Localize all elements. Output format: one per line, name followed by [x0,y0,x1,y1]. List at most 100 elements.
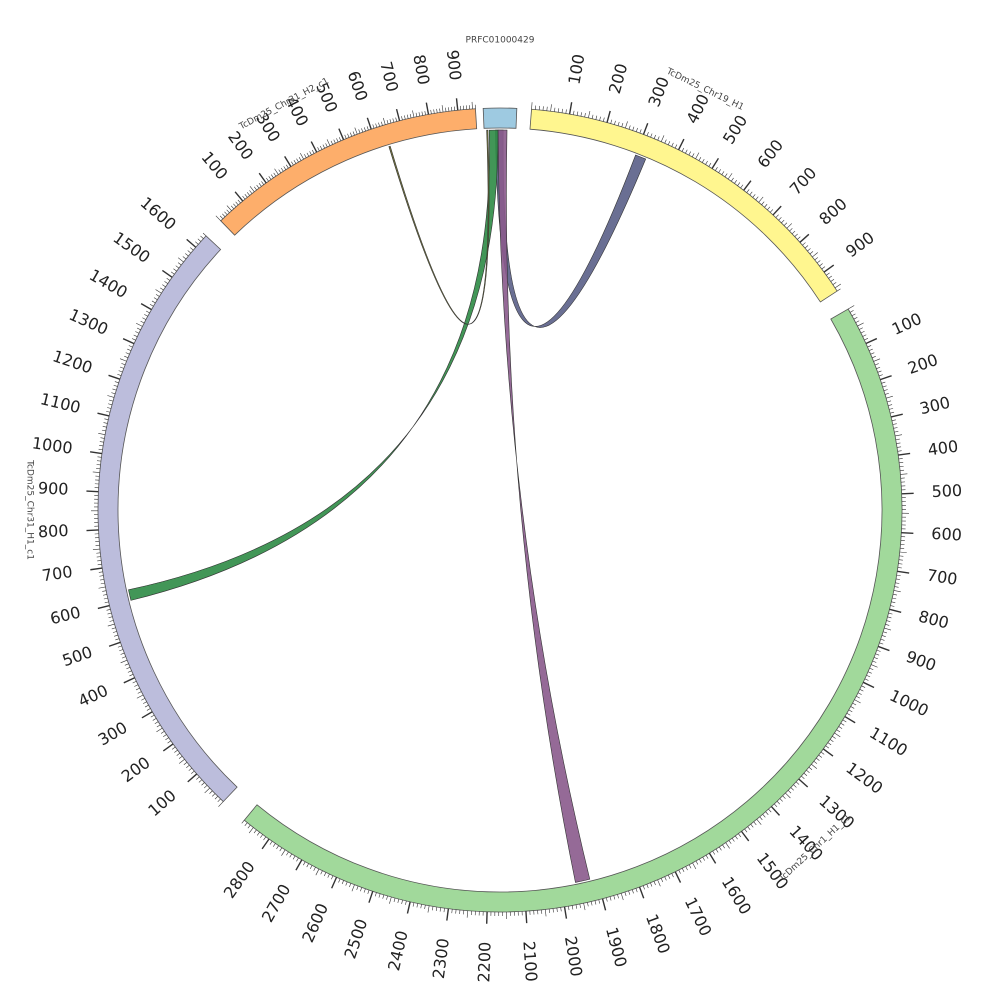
tick-label-chr31h1: 1000 [31,433,74,458]
tick-chr31h2 [256,184,260,189]
tick-chr31h2 [222,213,226,217]
tick-chr1 [822,748,834,757]
tick-chr31h1 [145,310,150,314]
tick-chr19 [667,141,671,146]
tick-chr31h2 [233,203,237,208]
tick-chr31h1 [124,663,129,666]
tick-chr1 [386,895,388,900]
tick-chr1 [852,702,857,706]
tick-chr31h2 [338,137,342,141]
tick-chr19 [691,153,695,158]
tick-chr1 [292,855,296,860]
tick-chr31h1 [120,652,125,655]
tick-chr31h1 [155,294,160,297]
tick-chr31h2 [424,110,426,116]
link-prfc-chr31h1 [128,129,499,601]
tick-chr31h1 [161,269,173,278]
tick-chr31h1 [100,582,105,585]
tick-chr31h1 [197,238,202,242]
tick-chr1 [782,795,786,799]
tick-chr1 [750,824,754,828]
tick-chr1 [560,907,562,912]
tick-chr31h1 [195,241,199,245]
tick-chr1 [692,862,697,870]
link-prfc-chr19 [495,129,647,328]
tick-chr31h1 [120,659,128,664]
tick-chr19 [610,119,613,124]
tick-chr31h1 [114,381,119,384]
tick-chr31h1 [108,616,113,619]
tick-chr31h1 [151,300,156,304]
tick-chr1 [349,883,352,888]
tick-chr1 [289,853,293,858]
tick-chr1 [887,616,892,619]
tick-chr1 [315,868,320,876]
segment-name-prfc: PRFC01000429 [466,36,535,46]
tick-chr1 [309,865,313,870]
tick-chr31h2 [309,151,312,156]
tick-chr19 [758,196,764,203]
tick-chr31h1 [119,358,127,362]
tick-chr19 [727,173,733,180]
tick-chr1 [901,531,914,535]
tick-chr1 [439,907,441,912]
tick-chr19 [743,180,752,191]
tick-chr19 [797,236,801,240]
tick-chr1 [894,586,899,588]
tick-chr19 [832,282,837,285]
tick-chr1 [416,903,419,908]
tick-label-chr31h2: 100 [198,148,232,184]
tick-chr1 [846,712,851,716]
tick-chr1 [868,348,873,351]
tick-chr31h1 [109,620,114,622]
tick-chr31h1 [136,322,143,327]
tick-chr1 [893,593,898,596]
tick-chr19 [554,107,556,112]
tick-chr1 [646,884,649,889]
tick-chr31h1 [107,623,115,627]
tick-chr1 [836,729,841,733]
tick-chr31h2 [230,205,235,209]
tick-chr1 [296,857,299,862]
tick-chr19 [830,278,835,282]
tick-chr1 [870,352,875,355]
tick-chr19 [580,112,582,117]
tick-chr31h1 [171,746,176,750]
tick-chr19 [688,151,691,156]
tick-chr31h1 [187,773,198,783]
tick-chr19 [573,110,575,115]
tick-chr19 [653,134,656,139]
tick-chr19 [794,233,798,237]
tick-chr1 [735,835,738,840]
tick-chr31h2 [375,123,378,128]
tick-chr1 [867,671,872,674]
tick-chr1 [341,880,344,885]
tick-chr19 [677,138,685,151]
tick-label-chr31h2: 900 [443,49,465,81]
tick-label-chr1: 2800 [220,858,259,902]
tick-chr19 [814,257,819,261]
tick-chr31h2 [354,127,358,135]
tick-chr31h1 [102,590,107,592]
tick-chr31h2 [296,158,299,163]
tick-chr1 [876,649,881,652]
tick-chr31h2 [261,181,265,185]
tick-chr31h2 [280,167,284,172]
tick-chr31h1 [200,235,204,239]
tick-label-chr1: 800 [917,607,951,633]
tick-chr19 [721,171,725,175]
tick-chr19 [711,157,720,169]
tick-chr1 [818,754,822,758]
tick-chr1 [869,667,874,670]
tick-chr31h2 [401,116,403,121]
tick-chr1 [378,893,381,898]
segment-name-chr31h2: TcDm25_Chr31_H2_c1 [237,76,331,132]
tick-chr1 [895,438,900,441]
tick-chr31h1 [162,743,174,752]
tick-chr1 [272,843,276,847]
tick-chr1 [281,849,286,856]
tick-chr31h1 [136,327,141,331]
tick-chr1 [897,450,902,452]
tick-chr31h2 [317,147,320,152]
tick-chr31h2 [455,98,459,111]
